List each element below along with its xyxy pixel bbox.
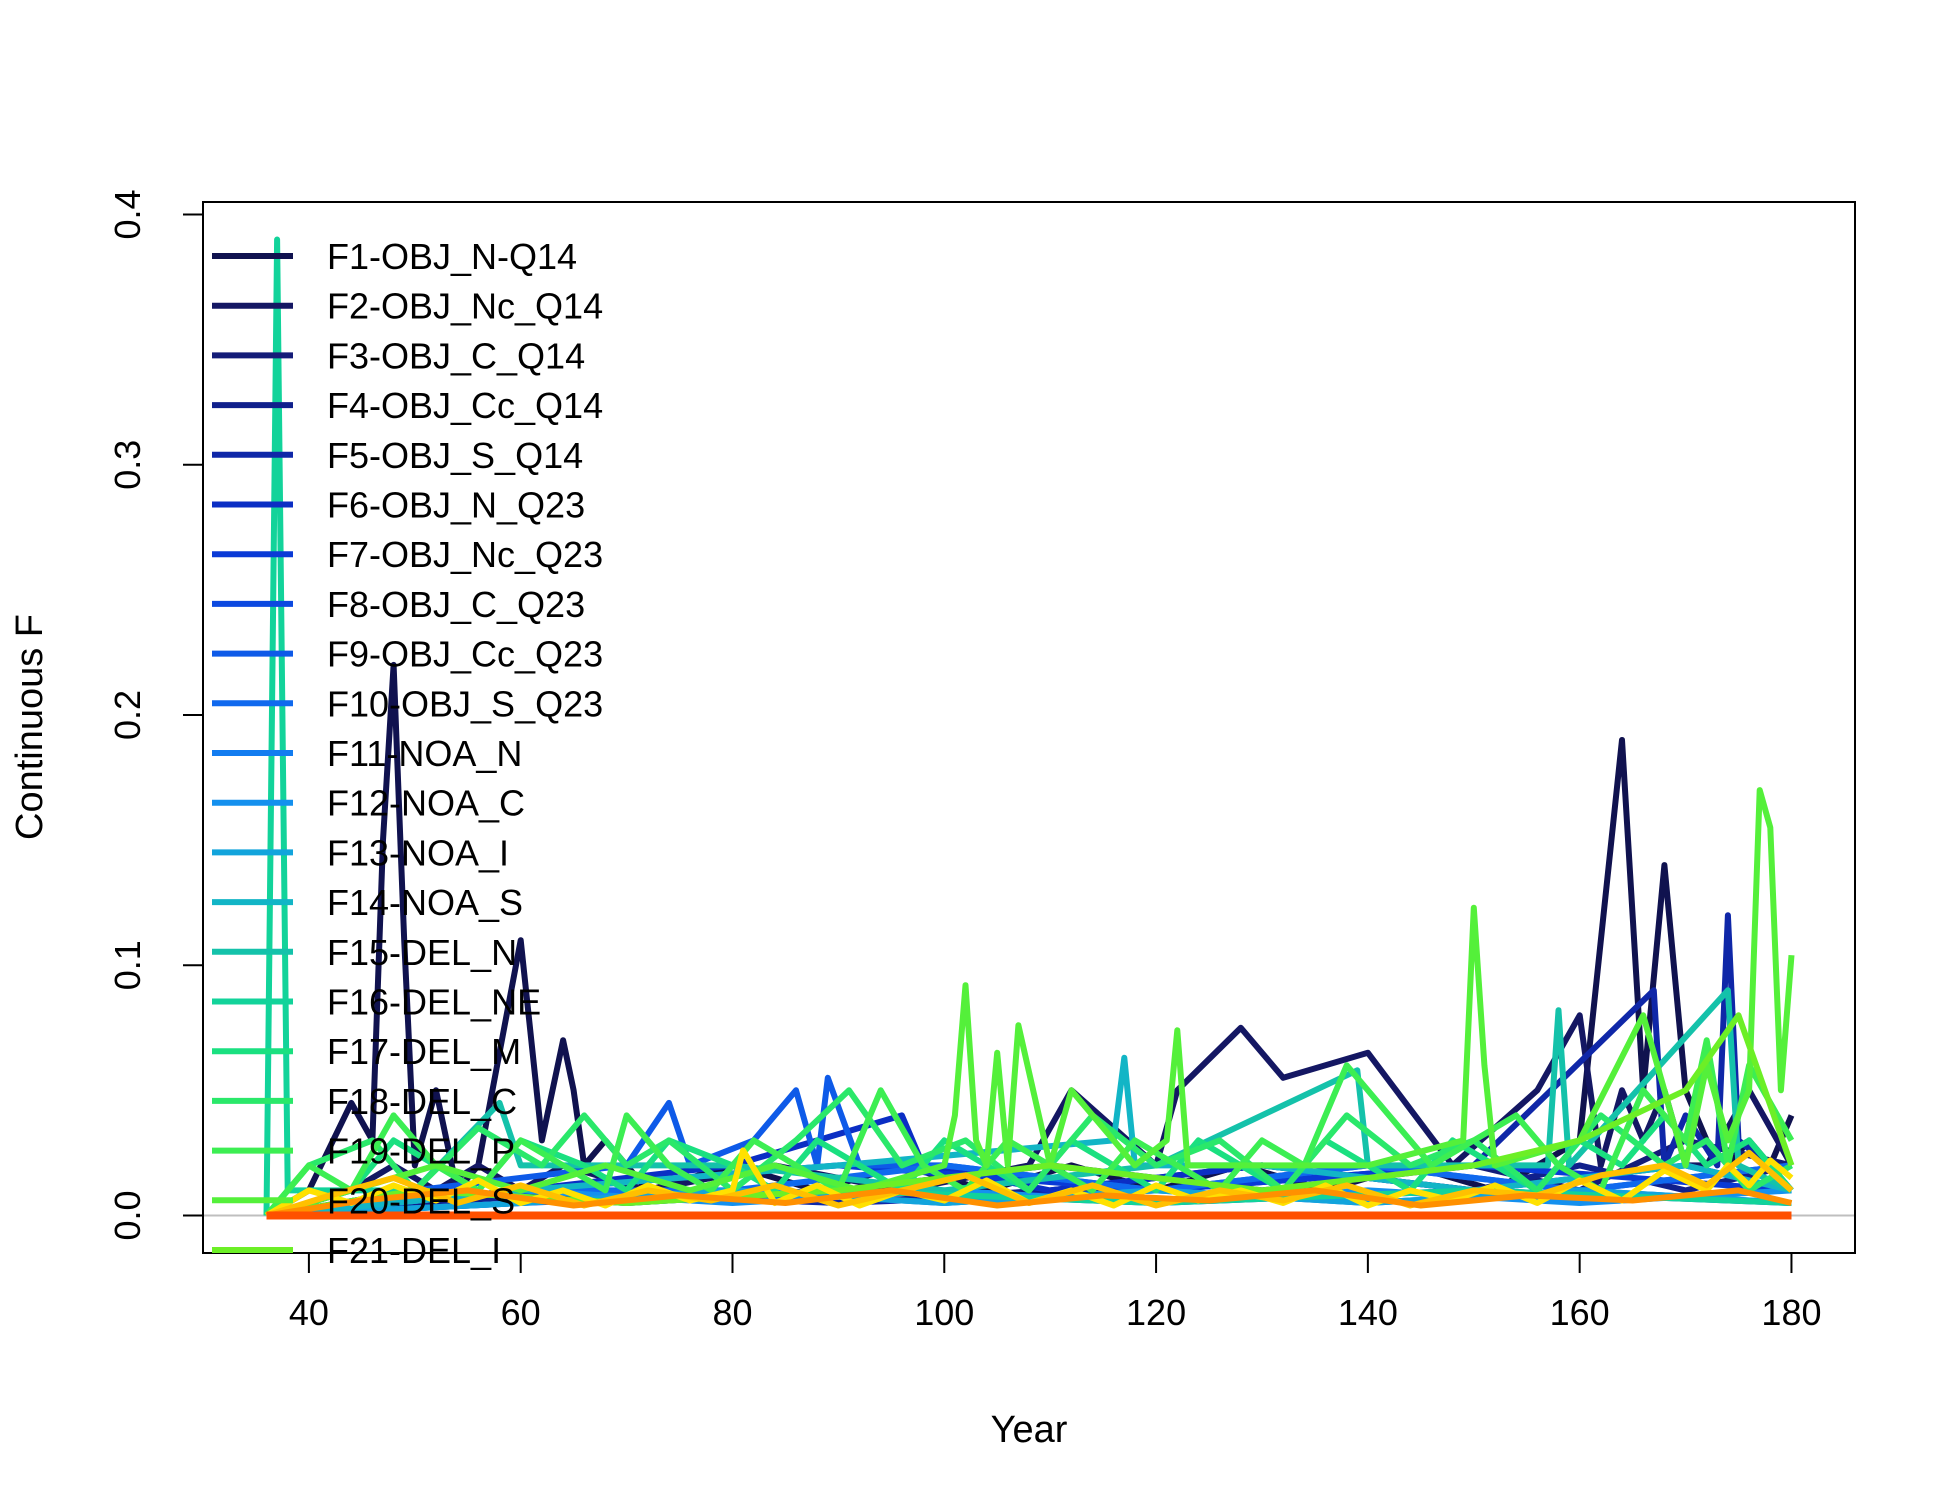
y-tick-label: 0.0: [107, 1190, 148, 1240]
x-tick-label: 180: [1761, 1292, 1821, 1333]
x-tick-label: 140: [1338, 1292, 1398, 1333]
y-tick-label: 0.2: [107, 690, 148, 740]
x-tick-label: 160: [1550, 1292, 1610, 1333]
legend-label: F15-DEL_N: [327, 932, 517, 973]
series-line-15: [265, 987, 1793, 1219]
x-tick-label: 40: [289, 1292, 329, 1333]
y-tick-label: 0.4: [107, 189, 148, 239]
x-tick-label: 80: [712, 1292, 752, 1333]
legend-label: F8-OBJ_C_Q23: [327, 584, 585, 625]
legend: F1-OBJ_N-Q14 F2-OBJ_Nc_Q14 F3-OBJ_C_Q14 F4-…: [212, 236, 603, 1271]
x-tick-label: 60: [501, 1292, 541, 1333]
legend-label: F7-OBJ_Nc_Q23: [327, 534, 603, 575]
series-group: [203, 236, 1855, 1220]
legend-label: F6-OBJ_N_Q23: [327, 485, 585, 526]
legend-label: F13-NOA_I: [327, 832, 509, 873]
legend-label: F4-OBJ_Cc_Q14: [327, 385, 603, 426]
legend-label: F20-DEL_S: [327, 1180, 515, 1221]
y-tick-label: 0.1: [107, 940, 148, 990]
series-line-23: [265, 1149, 1794, 1219]
legend-label: F9-OBJ_Cc_Q23: [327, 634, 603, 675]
legend-label: F11-NOA_N: [327, 733, 522, 774]
series-line-24: [266, 1187, 1793, 1219]
series-line-18: [264, 1087, 1794, 1218]
legend-label: F16-DEL_NE: [327, 982, 541, 1023]
y-axis: 0.0 0.1 0.2 0.3 0.4: [107, 189, 204, 1240]
y-axis-label: Continuous F: [9, 614, 51, 840]
y-tick-label: 0.3: [107, 440, 148, 490]
legend-label: F18-DEL_C: [327, 1081, 517, 1122]
series-layer: [203, 236, 1855, 1220]
legend-label: F5-OBJ_S_Q14: [327, 435, 583, 476]
legend-label: F1-OBJ_N-Q14: [327, 236, 577, 277]
legend-label: F2-OBJ_Nc_Q14: [327, 286, 603, 327]
x-axis-label: Year: [991, 1409, 1068, 1451]
legend-label: F17-DEL_M: [327, 1031, 521, 1072]
series-line-1: [264, 661, 1795, 1219]
legend-label: F14-NOA_S: [327, 882, 523, 923]
legend-label: F3-OBJ_C_Q14: [327, 335, 585, 376]
x-tick-label: 120: [1126, 1292, 1186, 1333]
x-tick-label: 100: [914, 1292, 974, 1333]
series-line-19: [264, 1037, 1795, 1218]
legend-label: F21-DEL_I: [327, 1230, 501, 1271]
legend-label: F10-OBJ_S_Q23: [327, 683, 603, 724]
legend-label: F19-DEL_P: [327, 1131, 515, 1172]
series-line-20: [265, 787, 1795, 1219]
legend-label: F12-NOA_C: [327, 783, 525, 824]
x-axis: 40 60 80 100 120 140 160 180: [289, 1252, 1822, 1333]
